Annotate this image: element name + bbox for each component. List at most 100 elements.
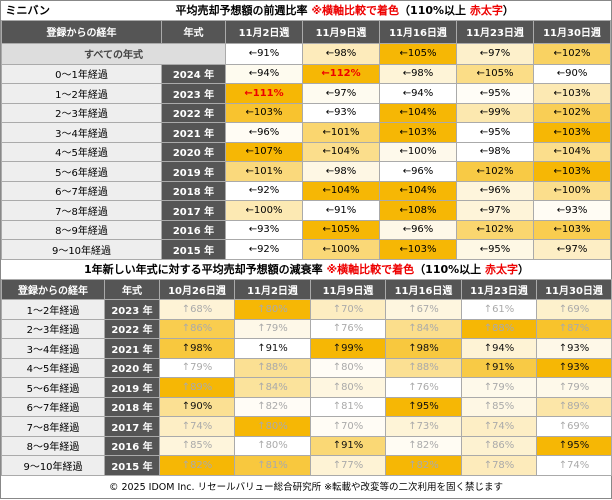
title-part: 1年新しい年式に対する平均売却予想額の減衰率	[84, 263, 327, 277]
value-cell: ←105%	[302, 219, 380, 240]
header-row: 登録からの経年 年式 10月26日週 11月2日週 11月9日週 11月16日週 11月23…	[1, 279, 612, 300]
value-cell: ←96%	[456, 180, 534, 201]
data-row: 0〜1年経過 2024 年 ←94% ←112% ←98% ←105% ←90%	[1, 63, 612, 84]
value-cell: ←90%	[532, 63, 612, 84]
title-part: ）	[502, 4, 514, 18]
row-label: 1〜2年経過	[1, 299, 105, 320]
row-label: 2〜3年経過	[1, 318, 105, 339]
value-cell: ←103%	[532, 219, 612, 240]
value-cell: ←105%	[456, 63, 534, 84]
value-cell: ←102%	[532, 42, 612, 65]
data-row: 5〜6年経過 2019 年 ←101% ←98% ←96% ←102% ←103%	[1, 161, 612, 182]
row-label: 4〜5年経過	[1, 357, 105, 378]
row-label: 6〜7年経過	[1, 396, 105, 417]
value-cell: ←91%	[225, 42, 303, 65]
value-cell: ↑74%	[159, 416, 235, 437]
column-header: 11月30日週	[532, 19, 612, 44]
value-cell: ←92%	[225, 180, 303, 201]
data-row: 8〜9年経過 2016 年 ←93% ←105% ←96% ←102% ←103%	[1, 219, 612, 240]
value-cell: ↑82%	[159, 455, 235, 476]
value-cell: ←107%	[225, 141, 303, 162]
column-header: 11月2日週	[225, 19, 303, 44]
year: 2018 年	[104, 396, 160, 417]
year: 2023 年	[104, 299, 160, 320]
footer: © 2025 IDOM Inc. リセールバリュー総合研究所 ※転載や改変等の二…	[108, 481, 504, 493]
value-cell: ↑95%	[536, 435, 612, 456]
title-row: 1年新しい年式に対する平均売却予想額の減衰率 ※横軸比較で着色（110%以上 赤…	[1, 259, 612, 280]
data-row: 9〜10年経過 2015 年 ←92% ←100% ←103% ←95% ←97%	[1, 239, 612, 260]
column-header: 11月23日週	[456, 19, 534, 44]
value-cell: ←103%	[532, 122, 612, 143]
value-cell: ←92%	[225, 239, 303, 260]
value-cell: ↑80%	[234, 435, 311, 456]
data-row: 1〜2年経過 2023 年 ←111% ←97% ←94% ←95% ←103%	[1, 83, 612, 104]
column-header: 登録からの経年	[1, 279, 105, 300]
title-part: ）	[518, 263, 529, 277]
value-cell: ↑70%	[310, 416, 386, 437]
value-cell: ←97%	[456, 200, 534, 221]
value-cell: ←99%	[456, 102, 534, 123]
value-cell: ←104%	[302, 180, 380, 201]
value-cell: ↑87%	[536, 318, 612, 339]
row-label: すべての年式	[1, 42, 226, 65]
value-cell: ↑81%	[310, 396, 386, 417]
value-cell: ↑86%	[159, 318, 235, 339]
row-label: 3〜4年経過	[1, 338, 105, 359]
value-cell: ←96%	[379, 219, 457, 240]
title-row: ミニバン 平均売却予想額の前週比率 ※横軸比較で着色（110%以上 赤太字）	[1, 1, 611, 21]
value-cell: ↑93%	[536, 338, 612, 359]
year: 2015 年	[104, 455, 160, 476]
title-part: 赤太字	[469, 4, 503, 18]
value-cell: ←103%	[532, 83, 612, 104]
row-label: 4〜5年経過	[1, 141, 162, 162]
value-cell: ←98%	[302, 161, 380, 182]
value-cell: ↑78%	[461, 455, 537, 476]
value-cell: ←112%	[302, 63, 380, 84]
row-label: 5〜6年経過	[1, 161, 162, 182]
value-cell: ↑79%	[159, 357, 235, 378]
value-cell: ←91%	[302, 200, 380, 221]
value-cell: ↑73%	[385, 416, 462, 437]
value-cell: ←97%	[532, 239, 612, 260]
title-part: ※横軸比較で着色	[311, 4, 400, 18]
value-cell: ←103%	[225, 102, 303, 123]
title-part: 赤太字	[485, 263, 518, 277]
value-cell: ←98%	[302, 42, 380, 65]
value-cell: ←103%	[379, 122, 457, 143]
data-row: 6〜7年経過 2018 年 ↑90% ↑82% ↑81% ↑95% ↑85% ↑89%	[1, 396, 612, 417]
title-part: （110%以上	[399, 4, 470, 18]
value-cell: ←104%	[379, 180, 457, 201]
row-label: 6〜7年経過	[1, 180, 162, 201]
data-row: 1〜2年経過 2023 年 ↑68% ↑80% ↑70% ↑67% ↑61% ↑69%	[1, 299, 612, 320]
column-header: 年式	[104, 279, 160, 300]
value-cell: ←96%	[379, 161, 457, 182]
value-cell: ↑69%	[536, 299, 612, 320]
all-row: すべての年式 ←91% ←98% ←105% ←97% ←102%	[1, 42, 612, 65]
row-label: 3〜4年経過	[1, 122, 162, 143]
value-cell: ←103%	[532, 161, 612, 182]
value-cell: ↑74%	[461, 416, 537, 437]
year: 2021 年	[161, 122, 226, 143]
value-cell: ↑98%	[385, 338, 462, 359]
row-label: 9〜10年経過	[1, 239, 162, 260]
row-label: 5〜6年経過	[1, 377, 105, 398]
value-cell: ↑88%	[234, 357, 311, 378]
value-cell: ↑76%	[310, 318, 386, 339]
value-cell: ←104%	[302, 141, 380, 162]
value-cell: ↑77%	[310, 455, 386, 476]
row-label: 7〜8年経過	[1, 200, 162, 221]
value-cell: ↑81%	[234, 455, 311, 476]
value-cell: ←105%	[379, 42, 457, 65]
value-cell: ←96%	[225, 122, 303, 143]
year: 2023 年	[161, 83, 226, 104]
value-cell: ←100%	[532, 180, 612, 201]
row-label: 8〜9年経過	[1, 219, 162, 240]
data-row: 4〜5年経過 2020 年 ←107% ←104% ←100% ←98% ←104%	[1, 141, 612, 162]
value-cell: ↑85%	[159, 435, 235, 456]
value-cell: ←98%	[456, 141, 534, 162]
corner-label: ミニバン	[1, 1, 162, 21]
value-cell: ←94%	[379, 83, 457, 104]
data-row: 5〜6年経過 2019 年 ↑89% ↑84% ↑80% ↑76% ↑79% ↑79%	[1, 377, 612, 398]
value-cell: ↑67%	[385, 299, 462, 320]
value-cell: ←102%	[456, 219, 534, 240]
